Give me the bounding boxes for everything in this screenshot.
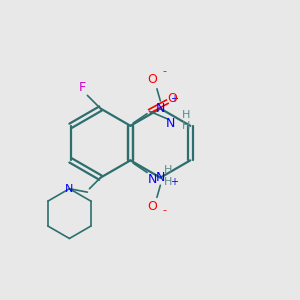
Text: +: + <box>170 94 178 103</box>
Text: -: - <box>163 66 167 76</box>
Text: -: - <box>163 205 167 215</box>
Text: F: F <box>79 81 86 94</box>
Text: H: H <box>164 165 172 175</box>
Text: N: N <box>156 102 165 115</box>
Text: O: O <box>148 200 158 213</box>
Text: O: O <box>148 73 158 86</box>
Text: O: O <box>168 92 178 105</box>
Text: +: + <box>170 177 178 187</box>
Text: N: N <box>156 171 165 184</box>
Text: H: H <box>164 177 172 187</box>
Text: H: H <box>182 121 190 130</box>
Text: H: H <box>182 110 190 119</box>
Text: N: N <box>166 117 175 130</box>
Text: N: N <box>65 184 74 194</box>
Text: N: N <box>148 172 157 185</box>
